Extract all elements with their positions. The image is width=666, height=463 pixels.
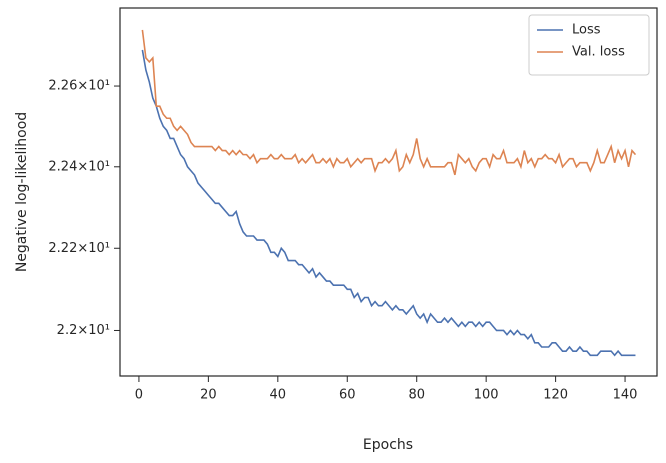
y-tick-label: 2.2×10¹: [57, 323, 110, 338]
y-tick-label: 2.24×10¹: [48, 159, 110, 174]
x-tick-label: 120: [543, 388, 568, 403]
legend-label: Loss: [572, 23, 601, 38]
y-tick-label: 2.22×10¹: [48, 241, 110, 256]
x-tick-label: 20: [200, 388, 217, 403]
x-tick-label: 80: [408, 388, 425, 403]
plot-frame: [119, 7, 658, 377]
y-axis-label: Negative log-likelihood: [14, 112, 30, 272]
data-line: [141, 29, 637, 176]
data-line: [141, 49, 636, 357]
x-axis-label: Epochs: [363, 437, 413, 453]
legend-label: Val. loss: [572, 45, 625, 60]
x-tick-label: 100: [474, 388, 499, 403]
x-tick-label: 40: [270, 388, 287, 403]
y-tick-label: 2.26×10¹: [48, 79, 110, 94]
x-tick-label: 140: [613, 388, 638, 403]
x-tick-label: 0: [135, 388, 143, 403]
x-tick-label: 60: [339, 388, 356, 403]
